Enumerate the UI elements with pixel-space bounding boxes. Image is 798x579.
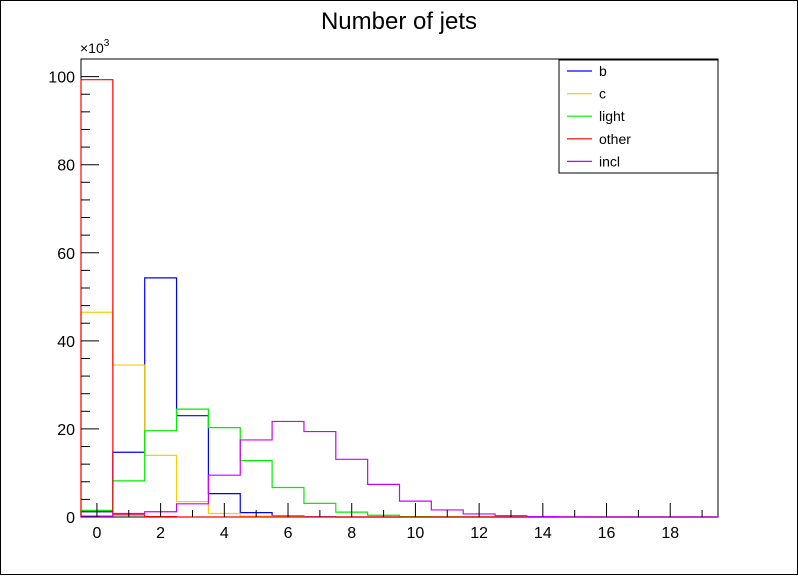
x-tick-label: 2 [156,525,165,542]
legend: bc light other incl [558,59,719,174]
axes: 0 2 4 6 8 10 12 14 16 18 0 20 40 60 80 100 [48,70,703,542]
y-tick-label: 80 [57,158,75,175]
y-tick-label: 60 [57,246,75,263]
legend-label-b: b [599,63,607,79]
y-axis-multiplier: ×103 [80,38,110,56]
x-tick-label: 10 [407,525,425,542]
x-tick-label: 0 [92,525,101,542]
chart-title: Number of jets [321,8,477,35]
y-tick-label: 0 [66,510,75,527]
y-tick-label: 100 [48,70,75,87]
legend-label-c: c [599,86,606,102]
legend-label-light: light [599,108,625,124]
series-incl-histogram [80,420,718,518]
x-tick-label: 6 [284,525,293,542]
x-tick-label: 14 [534,525,552,542]
y-tick-label: 20 [57,422,75,439]
legend-label-other: other [599,131,631,147]
x-tick-label: 4 [220,525,229,542]
y-tick-label: 40 [57,334,75,351]
x-tick-label: 12 [470,525,488,542]
x-tick-label: 16 [598,525,616,542]
x-tick-label: 18 [661,525,679,542]
legend-label-incl: incl [599,153,620,169]
x-tick-label: 8 [347,525,356,542]
